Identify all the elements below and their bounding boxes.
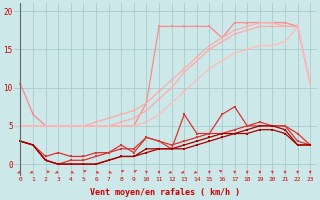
- X-axis label: Vent moyen/en rafales ( km/h ): Vent moyen/en rafales ( km/h ): [90, 188, 240, 197]
